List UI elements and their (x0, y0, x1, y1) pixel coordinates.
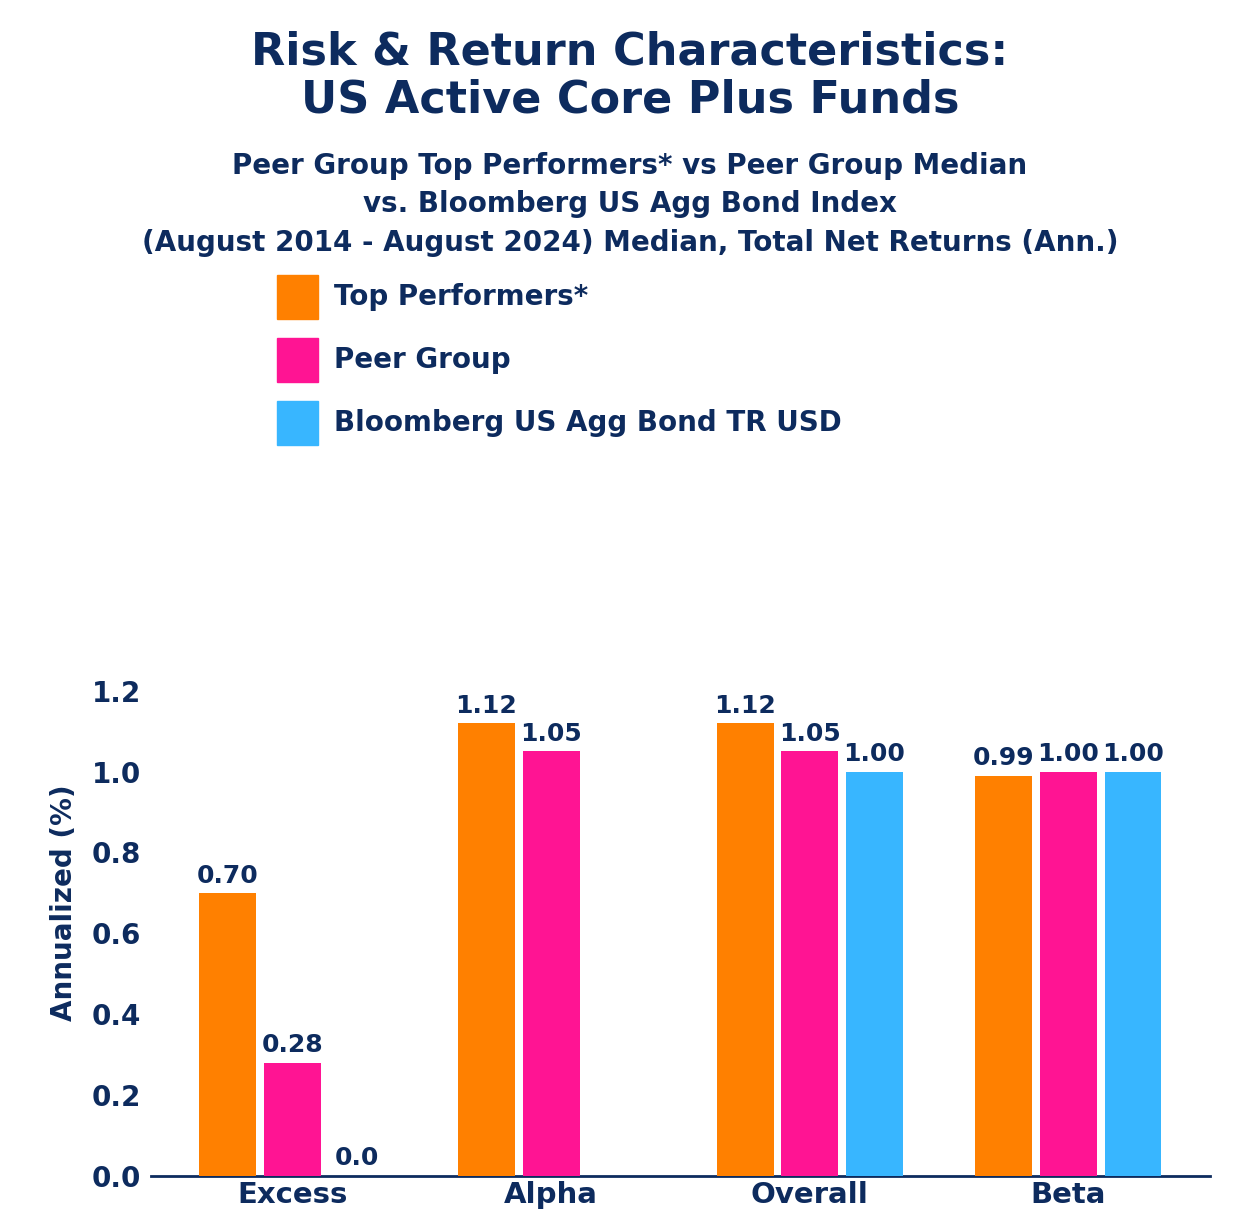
Bar (1040, 772, 1096, 1176)
Text: Top Performers*: Top Performers* (334, 282, 588, 311)
Bar (717, 724, 774, 1176)
Text: Peer Group: Peer Group (334, 345, 510, 375)
Text: 1.00: 1.00 (1102, 743, 1164, 766)
Text: 0.0: 0.0 (335, 1147, 379, 1171)
Bar (975, 776, 1032, 1176)
Text: US Active Core Plus Funds: US Active Core Plus Funds (301, 79, 959, 121)
Bar (199, 893, 256, 1176)
Text: Bloomberg US Agg Bond TR USD: Bloomberg US Agg Bond TR USD (334, 408, 842, 438)
Text: 1.05: 1.05 (520, 722, 582, 747)
Bar (845, 772, 903, 1176)
Text: 0.99: 0.99 (973, 747, 1034, 771)
Bar (457, 724, 515, 1176)
Text: 1.12: 1.12 (714, 694, 776, 718)
Text: 1.05: 1.05 (779, 722, 840, 747)
Text: (August 2014 - August 2024) Median, Total Net Returns (Ann.): (August 2014 - August 2024) Median, Tota… (141, 229, 1119, 257)
Text: 1.00: 1.00 (843, 743, 906, 766)
Text: 1.00: 1.00 (1037, 743, 1099, 766)
Bar (265, 1063, 321, 1176)
Y-axis label: Annualized (%): Annualized (%) (50, 784, 78, 1022)
Bar (1105, 772, 1162, 1176)
Text: Peer Group Top Performers* vs Peer Group Median: Peer Group Top Performers* vs Peer Group… (232, 152, 1028, 179)
Text: Risk & Return Characteristics:: Risk & Return Characteristics: (252, 30, 1008, 73)
Bar (781, 751, 838, 1176)
Text: vs. Bloomberg US Agg Bond Index: vs. Bloomberg US Agg Bond Index (363, 190, 897, 218)
Text: 0.70: 0.70 (197, 864, 258, 887)
Text: 1.12: 1.12 (456, 694, 518, 718)
Text: 0.28: 0.28 (262, 1034, 324, 1057)
Bar (523, 751, 580, 1176)
